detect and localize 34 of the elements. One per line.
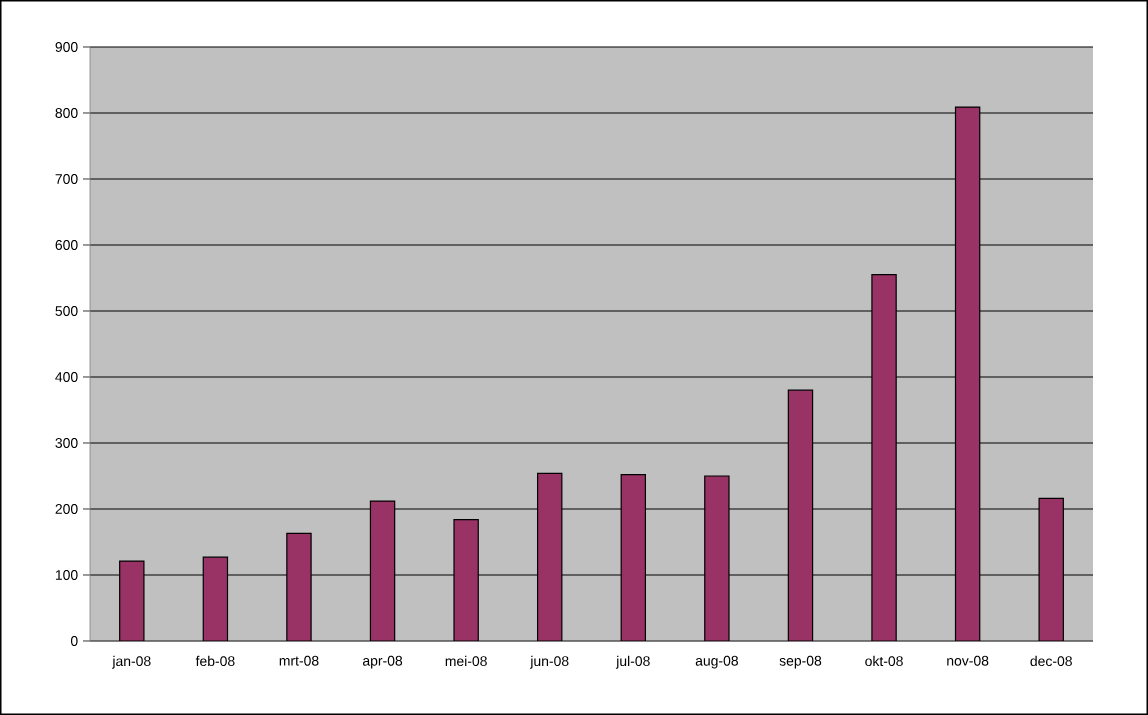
bar (1038, 497, 1064, 641)
y-tick-label: 200 (55, 504, 78, 514)
y-tick-label: 600 (55, 240, 78, 250)
bar (286, 532, 312, 641)
bar (954, 106, 981, 641)
y-tick-label: 100 (55, 570, 78, 580)
y-tick-label: 500 (55, 306, 78, 316)
x-tick-label: jul-08 (615, 655, 650, 669)
y-tick-label: 0 (70, 636, 78, 646)
y-tick-label: 300 (55, 438, 78, 448)
bar (537, 472, 563, 641)
x-tick-label: jan-08 (112, 655, 151, 669)
bar (704, 475, 730, 641)
y-tick-label: 800 (55, 108, 78, 118)
bar (202, 556, 229, 641)
x-tick-label: mrt-08 (279, 655, 319, 666)
bar (453, 518, 479, 641)
x-tick-label: okt-08 (865, 655, 903, 667)
y-tick-label: 400 (55, 372, 78, 382)
x-tick-label: sep-08 (779, 655, 822, 669)
bar (119, 560, 145, 641)
x-tick-label: feb-08 (195, 655, 235, 667)
bar (369, 500, 396, 641)
y-tick-label: 900 (55, 42, 78, 52)
x-tick-label: jun-08 (529, 655, 569, 669)
x-tick-label: dec-08 (1030, 655, 1072, 667)
x-tick-label: mei-08 (445, 655, 487, 667)
x-tick-label: apr-08 (362, 655, 403, 669)
y-tick-label: 700 (55, 174, 78, 184)
x-tick-label: nov-08 (947, 655, 989, 666)
bar (871, 274, 897, 641)
x-tick-label: aug-08 (695, 655, 738, 669)
bar (787, 389, 814, 641)
bar (620, 474, 647, 641)
